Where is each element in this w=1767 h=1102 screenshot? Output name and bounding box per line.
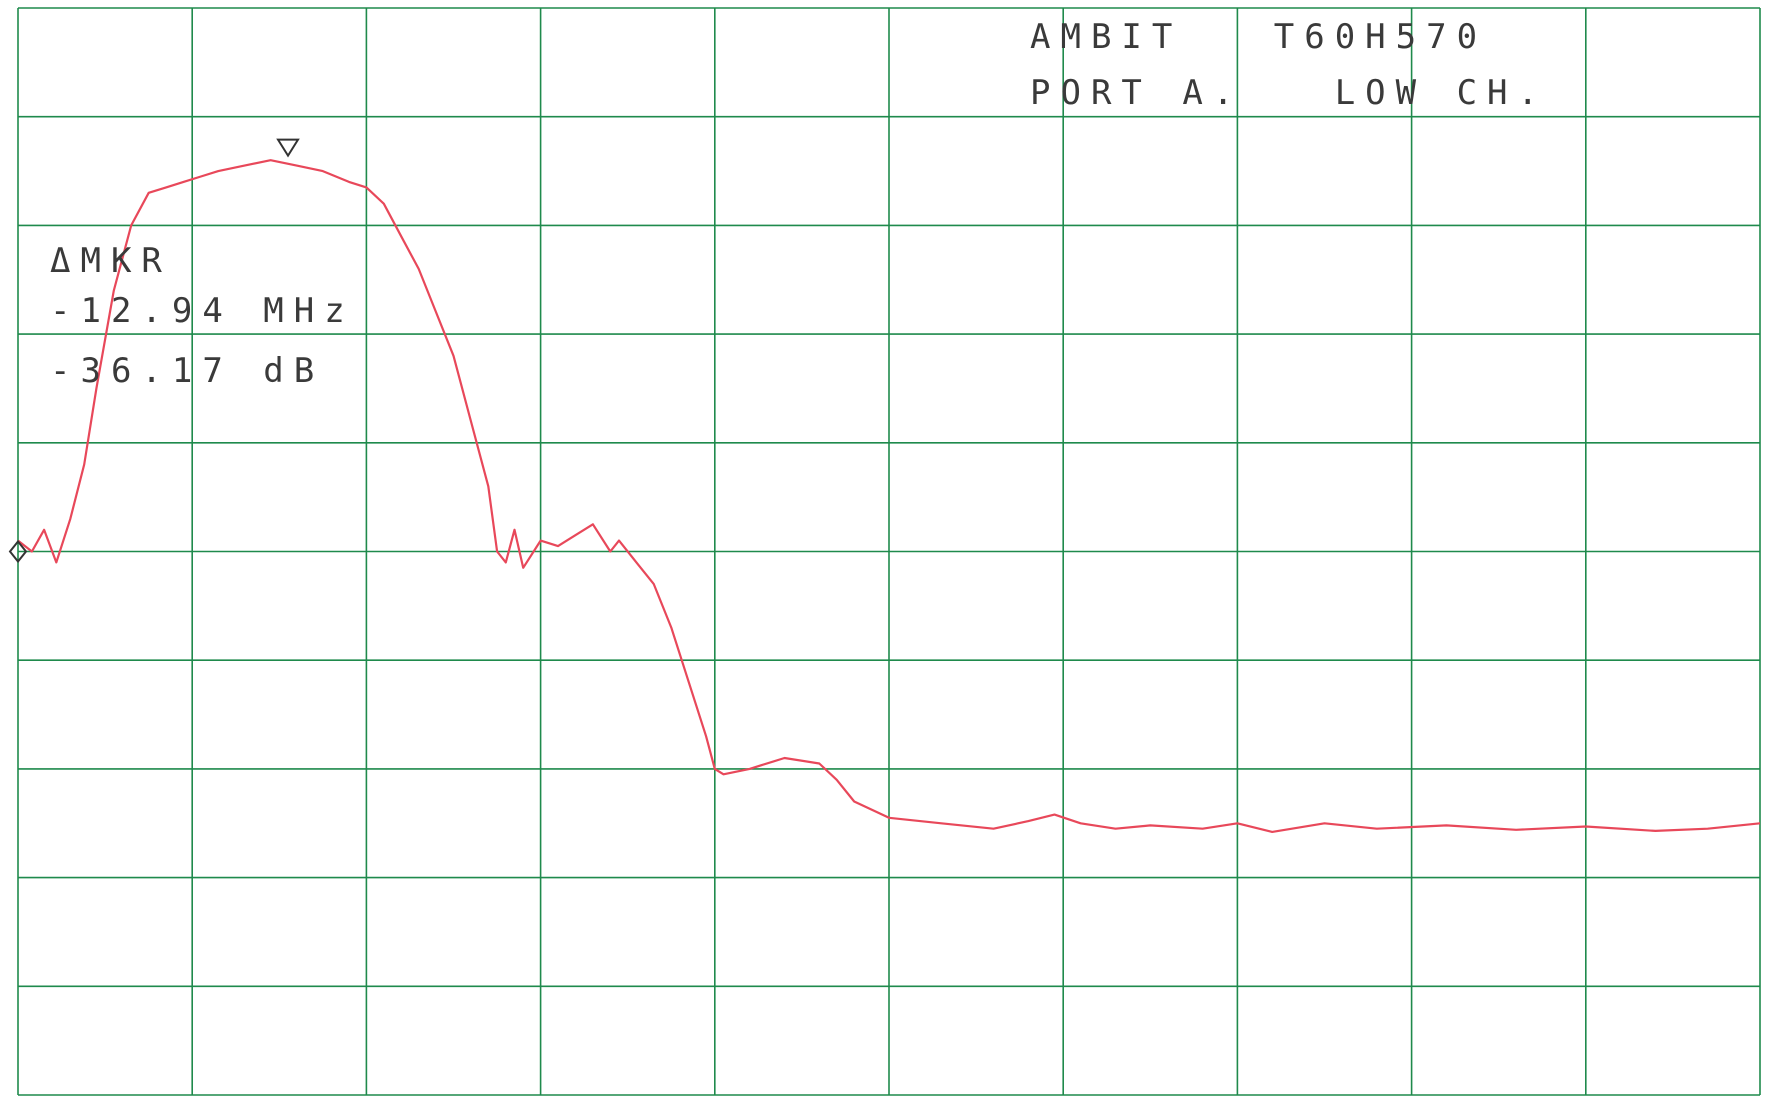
delta-marker-frequency: -12.94 MHz <box>50 291 355 331</box>
delta-marker-amplitude: -36.17 dB <box>50 351 324 391</box>
trace-layer <box>17 159 1761 833</box>
header-line-2: PORT A. LOW CH. <box>1030 73 1548 113</box>
delta-marker-label: ΔMKR <box>50 241 172 281</box>
spectrum-trace <box>17 159 1761 833</box>
grid <box>17 7 1761 1096</box>
marker-layer <box>8 138 300 564</box>
header-line-1: AMBIT T60H570 <box>1030 17 1487 57</box>
peak-marker-triangle <box>276 138 300 158</box>
reference-marker-diamond <box>8 539 28 564</box>
